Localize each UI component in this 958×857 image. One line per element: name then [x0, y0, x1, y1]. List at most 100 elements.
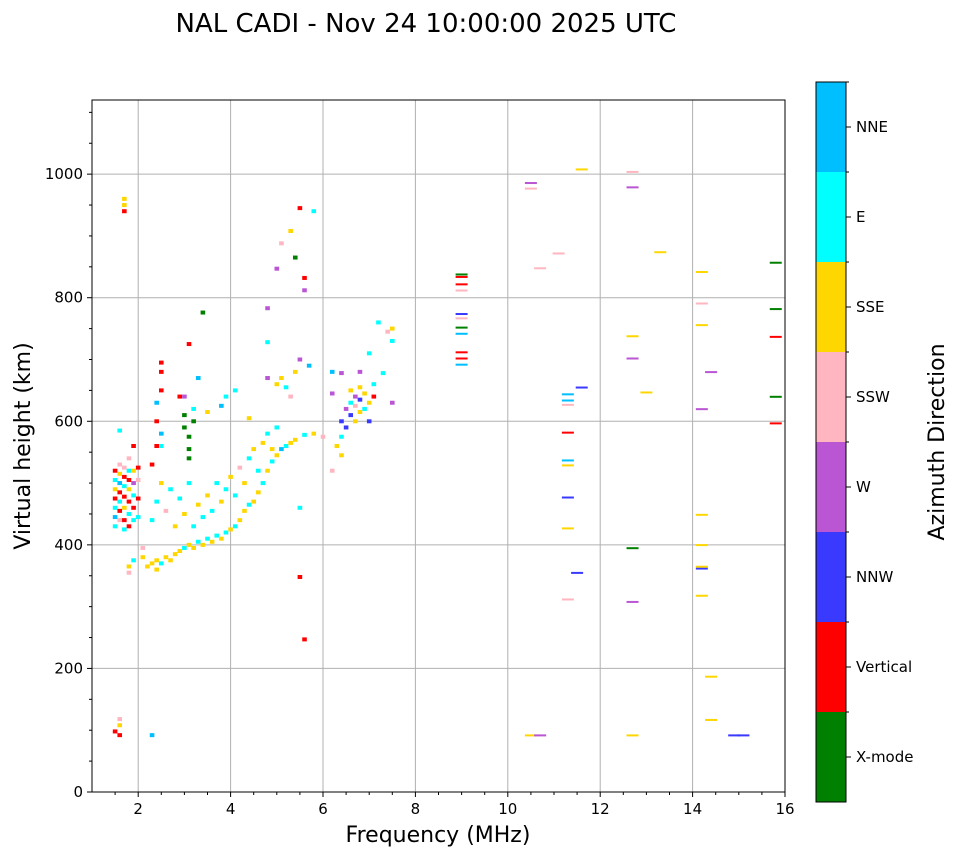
data-point-sse: [274, 382, 280, 387]
data-point-sse: [292, 369, 298, 374]
data-point-sse: [246, 416, 252, 421]
data-point-sse: [524, 734, 537, 737]
data-point-vertical: [455, 357, 468, 360]
data-point-vertical: [126, 477, 132, 482]
data-point-nne: [195, 376, 201, 381]
data-point-e: [205, 536, 210, 541]
data-point-sse: [695, 324, 708, 327]
data-point-ssw: [126, 570, 132, 575]
data-point-sse: [251, 447, 256, 452]
data-point-vertical: [302, 275, 307, 280]
data-point-e: [177, 496, 183, 501]
data-point-sse: [154, 558, 159, 563]
data-point-e: [214, 533, 220, 538]
data-point-ssw: [561, 403, 574, 406]
data-point-e: [366, 351, 372, 356]
data-point-w: [131, 481, 136, 486]
data-point-sse: [228, 527, 233, 532]
data-point-e: [232, 524, 238, 529]
data-point-sse: [163, 555, 169, 560]
data-point-sse: [168, 558, 173, 563]
data-point-e: [126, 511, 132, 516]
data-point-sse: [149, 561, 155, 566]
data-point-e: [131, 518, 136, 523]
data-point-e: [256, 468, 261, 473]
data-point-sse: [172, 552, 178, 557]
data-point-vertical: [122, 474, 127, 479]
data-point-e: [159, 444, 164, 448]
data-point-vertical: [159, 369, 164, 374]
colorbar-segment-vertical: [816, 622, 846, 712]
data-point-nne: [279, 447, 284, 452]
data-point-nnw: [575, 386, 588, 389]
data-point-vertical: [117, 508, 123, 513]
data-point-vertical: [131, 444, 136, 448]
data-point-ssw: [126, 456, 132, 461]
data-point-sse: [695, 594, 708, 597]
y-tick-label: 0: [73, 783, 83, 801]
data-point-sse: [117, 471, 123, 476]
data-point-nne: [117, 481, 123, 486]
colorbar-segment-e: [816, 172, 846, 262]
data-point-e: [283, 385, 289, 390]
data-point-sse: [219, 536, 224, 541]
data-point-sse: [362, 391, 367, 396]
data-point-vertical: [112, 729, 118, 734]
data-point-e: [265, 340, 270, 345]
data-point-w: [534, 734, 547, 737]
data-point-sse: [186, 542, 192, 547]
data-point-nne: [154, 400, 159, 405]
data-point-ssw: [695, 302, 708, 305]
data-point-vertical: [186, 342, 192, 347]
colorbar-segment-nne: [816, 82, 846, 172]
x-tick-label: 6: [318, 800, 328, 818]
data-point-e: [117, 499, 123, 504]
data-point-ssw: [135, 477, 141, 482]
data-point-e: [348, 400, 354, 405]
data-point-sse: [695, 271, 708, 273]
x-tick-label: 8: [411, 800, 421, 818]
data-point-sse: [200, 542, 206, 547]
data-point-e: [246, 502, 252, 507]
data-point-e: [390, 338, 395, 343]
data-point-vertical: [154, 444, 159, 448]
data-point-vertical: [297, 206, 303, 211]
colorbar-label-nne: NNE: [856, 118, 888, 136]
data-point-sse: [219, 499, 224, 504]
data-point-nne: [149, 733, 155, 738]
axis-ticks: 2 4 6 8 10 12 14 16 0 200 400 600 800 1000: [45, 111, 795, 818]
data-point-x-mode: [200, 310, 206, 315]
data-point-sse: [182, 511, 187, 516]
data-point-vertical: [112, 496, 118, 501]
data-point-w: [626, 600, 639, 603]
data-point-nne: [561, 459, 574, 462]
colorbar-segment-nnw: [816, 532, 846, 622]
data-point-sse: [640, 391, 653, 394]
data-point-x-mode: [186, 434, 192, 439]
y-tick-label: 800: [54, 289, 83, 307]
data-point-sse: [256, 490, 261, 495]
colorbar-segment-x-mode: [816, 712, 846, 802]
data-point-sse: [695, 565, 708, 568]
data-point-e: [232, 493, 238, 498]
data-point-vertical: [135, 465, 141, 470]
data-point-e: [265, 431, 270, 436]
data-point-e: [112, 505, 118, 510]
data-point-nne: [329, 369, 335, 374]
data-point-sse: [311, 431, 317, 436]
data-point-sse: [626, 734, 639, 737]
data-point-sse: [242, 481, 247, 486]
data-point-sse: [237, 518, 243, 523]
data-point-e: [154, 499, 159, 504]
data-point-e: [260, 481, 266, 486]
data-point-ssw: [353, 403, 358, 408]
data-point-sse: [339, 453, 344, 458]
data-point-sse: [654, 251, 667, 254]
data-point-sse: [357, 410, 363, 415]
colorbar: X-mode Vertical NNW W SSW SSE E NNE: [815, 81, 913, 803]
data-point-ssw: [561, 598, 574, 601]
data-point-sse: [140, 555, 146, 560]
data-point-vertical: [135, 496, 141, 501]
data-point-x-mode: [292, 255, 298, 260]
colorbar-frame: [815, 81, 847, 803]
